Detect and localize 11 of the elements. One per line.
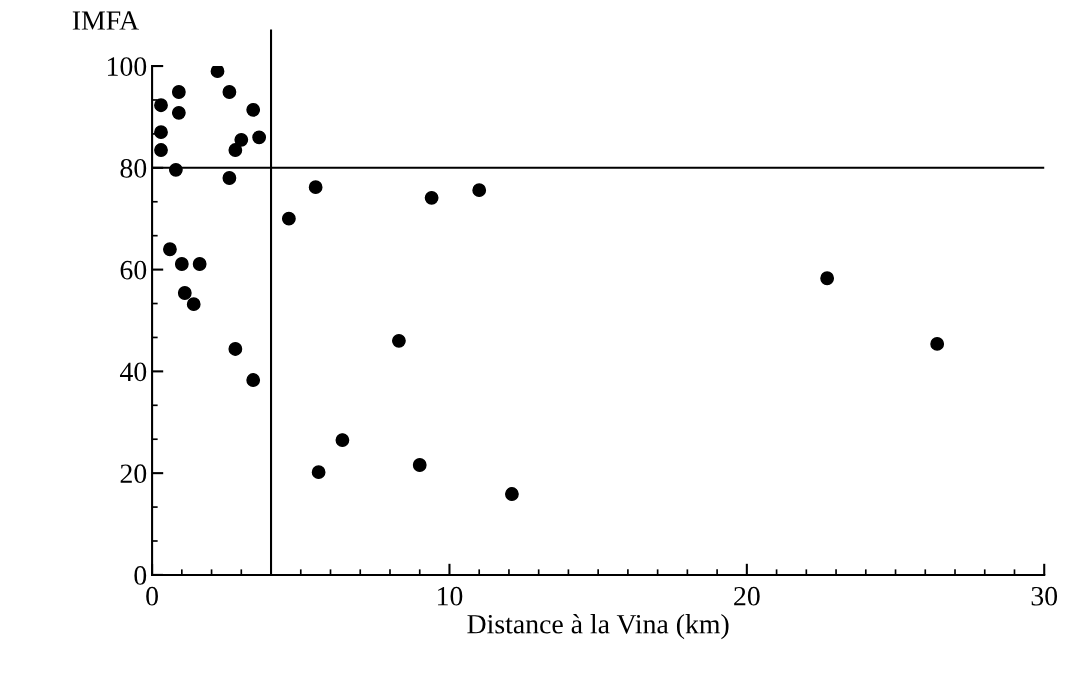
y-tick-label: 80 xyxy=(120,158,147,178)
y-tick-label: 60 xyxy=(120,260,147,280)
y-tick-label: 40 xyxy=(119,362,147,382)
y-tick-label: 0 xyxy=(134,566,147,585)
x-axis-title: Distance à la Vina (km) xyxy=(467,614,729,640)
x-tick-label: 30 xyxy=(1031,586,1058,606)
y-tick-label: 20 xyxy=(120,464,147,484)
x-tick-label: 10 xyxy=(438,586,463,606)
y-tick-label: 100 xyxy=(108,57,147,76)
y-axis-title: IMFA xyxy=(72,11,139,30)
x-tick-label: 20 xyxy=(734,586,760,606)
